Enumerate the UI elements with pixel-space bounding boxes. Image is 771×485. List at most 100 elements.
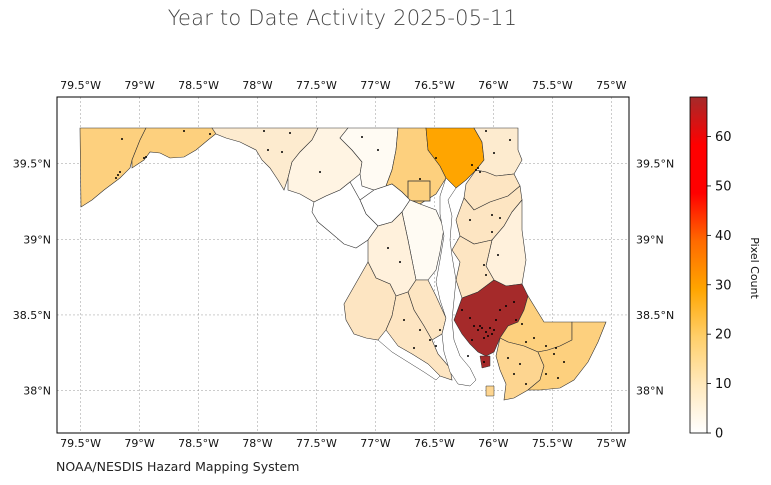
map-frame [56, 96, 630, 434]
lon-tick-label-top: 77.5°W [296, 79, 337, 92]
detection-point [519, 363, 521, 365]
detection-point [183, 130, 185, 132]
detection-point [555, 347, 557, 349]
detection-point [403, 319, 405, 321]
detection-point [117, 174, 119, 176]
detection-point [525, 383, 527, 385]
detection-point [471, 339, 473, 341]
detection-point [281, 151, 283, 153]
detection-point [289, 132, 291, 134]
detection-point [475, 169, 477, 171]
detection-point [491, 214, 493, 216]
detection-point [553, 353, 555, 355]
detection-point [263, 130, 265, 132]
colorbar-tick-label: 40 [715, 229, 732, 244]
detection-point [143, 157, 145, 159]
detection-point [209, 133, 211, 135]
lon-tick-label-bottom: 79°W [124, 437, 154, 450]
colorbar-tick-label: 60 [715, 130, 732, 145]
detection-point [563, 361, 565, 363]
detection-point [121, 138, 123, 140]
detection-point [479, 325, 481, 327]
lat-tick-label-left: 39.5°N [13, 158, 51, 171]
lon-tick-label-bottom: 76°W [478, 437, 508, 450]
detection-point [495, 319, 497, 321]
lat-tick-label-right: 39°N [636, 233, 664, 246]
colorbar-label: Pixel Count [748, 237, 761, 299]
lat-tick-label-right: 38°N [636, 385, 664, 398]
detection-point [439, 329, 441, 331]
detection-point [485, 274, 487, 276]
lon-tick-label-bottom: 75.5°W [532, 437, 573, 450]
detection-point [461, 309, 463, 311]
detection-point [473, 325, 475, 327]
colorbar: 0 10 20 30 40 50 60 Pixel Count [689, 96, 761, 442]
detection-point [499, 309, 501, 311]
detection-point [267, 149, 269, 151]
detection-point [481, 327, 483, 329]
detection-point [413, 347, 415, 349]
lon-tick-label-top: 78°W [242, 79, 272, 92]
detection-point [471, 164, 473, 166]
detection-point [399, 261, 401, 263]
fire-detections [115, 130, 565, 385]
smith-island[interactable] [485, 385, 495, 397]
colorbar-tick-label: 50 [715, 179, 732, 194]
detection-point [487, 335, 489, 337]
detection-point [557, 377, 559, 379]
detection-point [419, 178, 421, 180]
detection-point [469, 317, 471, 319]
map-title: Year to Date Activity 2025-05-11 [167, 6, 518, 30]
detection-point [435, 157, 437, 159]
potomac-river [377, 329, 441, 381]
lon-tick-label-bottom: 79.5°W [60, 437, 101, 450]
county-layer [79, 127, 607, 401]
detection-point [485, 130, 487, 132]
detection-point [505, 305, 507, 307]
colorbar-tick-label: 30 [715, 278, 732, 293]
detection-point [493, 329, 495, 331]
lon-tick-label-bottom: 77°W [360, 437, 390, 450]
detection-point [483, 264, 485, 266]
lon-tick-label-bottom: 76.5°W [414, 437, 455, 450]
detection-point [477, 329, 479, 331]
detection-point [513, 373, 515, 375]
axis-tick-labels: 79.5°W 79.5°W 79°W 79°W 78.5°W 78.5°W 78°W 78°W… [13, 79, 674, 450]
lon-tick-label-bottom: 78.5°W [178, 437, 219, 450]
lon-tick-label-top: 79°W [124, 79, 154, 92]
colorbar-ticks: 0 10 20 30 40 50 60 [707, 130, 732, 442]
detection-point [545, 373, 547, 375]
detection-point [509, 139, 511, 141]
detection-point [435, 345, 437, 347]
lon-tick-label-top: 75°W [596, 79, 626, 92]
lon-tick-label-top: 79.5°W [60, 79, 101, 92]
detection-point [419, 329, 421, 331]
lat-tick-label-right: 38.5°N [636, 309, 674, 322]
detection-point [361, 136, 363, 138]
detection-point [497, 254, 499, 256]
detection-point [489, 327, 491, 329]
detection-point [499, 217, 501, 219]
detection-point [507, 357, 509, 359]
detection-point [377, 149, 379, 151]
detection-point [525, 341, 527, 343]
data-source-credit: NOAA/NESDIS Hazard Mapping System [56, 459, 300, 474]
lat-tick-label-left: 38.5°N [13, 309, 51, 322]
lon-tick-label-bottom: 78°W [242, 437, 272, 450]
chesapeake-bay [435, 177, 477, 387]
detection-point [493, 152, 495, 154]
lon-tick-label-top: 78.5°W [178, 79, 219, 92]
county-baltimore-city[interactable] [407, 180, 431, 202]
colorbar-tick-label: 0 [715, 427, 723, 442]
lon-tick-label-bottom: 77.5°W [296, 437, 337, 450]
detection-point [521, 323, 523, 325]
colorbar-gradient [689, 96, 708, 434]
detection-point [515, 319, 517, 321]
detection-point [429, 339, 431, 341]
detection-point [491, 333, 493, 335]
lat-tick-label-left: 39°N [23, 233, 51, 246]
lon-tick-label-top: 77°W [360, 79, 390, 92]
lon-tick-label-bottom: 75°W [596, 437, 626, 450]
county-charles[interactable] [343, 261, 397, 341]
